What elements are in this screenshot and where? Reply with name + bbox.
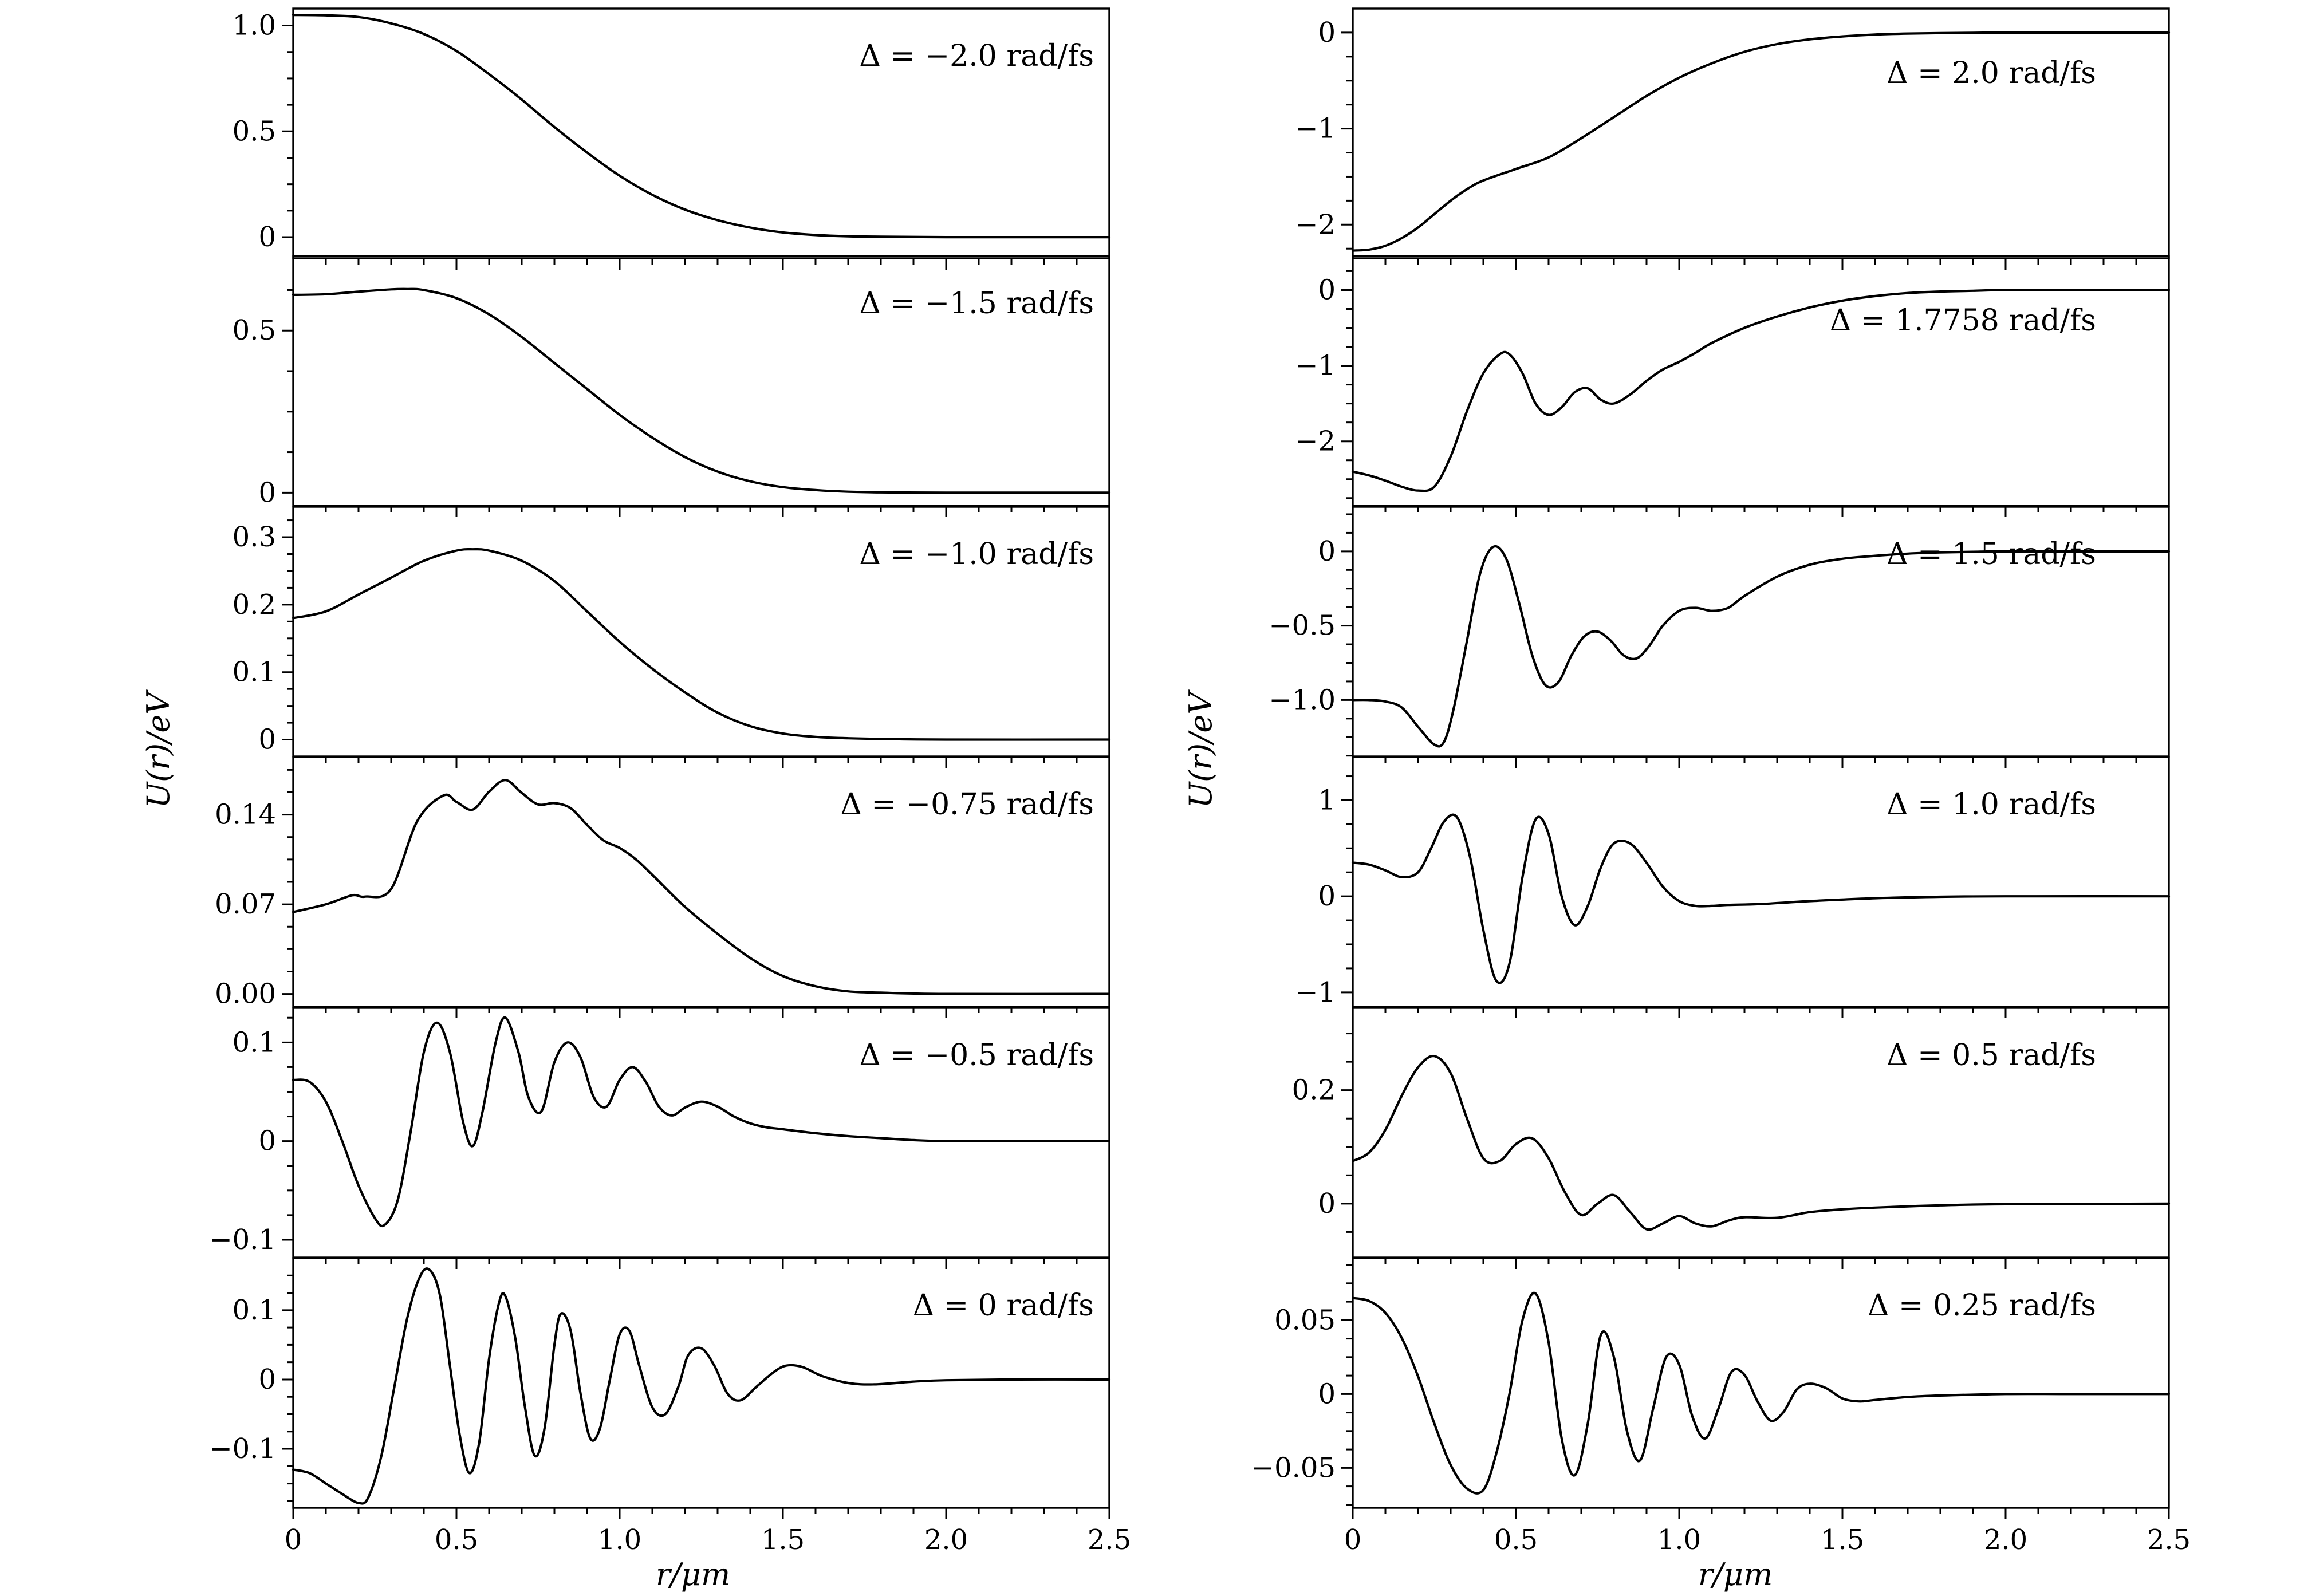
plot-frame [1352, 7, 2170, 259]
panel-grid: 0 0.5 1.0 Δ = −2.0 rad/fs 0 0.5 Δ = −1.5 rad/f… [209, 7, 2191, 1556]
series-line [292, 547, 1111, 741]
x-tick-label: 0 [285, 1524, 302, 1556]
x-tick-label: 1.0 [598, 1524, 641, 1556]
x-tick-label: 0.5 [1494, 1524, 1538, 1556]
y-tick-label: −2 [1295, 208, 1336, 241]
x-tick-label: 1.5 [1821, 1524, 1864, 1556]
series-line [1351, 31, 2171, 252]
panel-left-5: −0.1 0 0.1 Δ = −0.5 rad/fs [209, 1007, 1111, 1269]
y-tick-label: −0.1 [209, 1224, 276, 1256]
series-line [292, 287, 1111, 494]
panel-right-3: −1.0 −0.5 0 Δ = 1.5 rad/fs [1269, 506, 2171, 768]
y-tick-label: 0 [1318, 1188, 1336, 1220]
panel-left-1: 0 0.5 1.0 Δ = −2.0 rad/fs [233, 7, 1111, 270]
left-y-axis-title: U(r)/eV [140, 689, 176, 809]
y-tick-label: 0.05 [1274, 1304, 1336, 1336]
y-tick-label: 0 [1318, 17, 1336, 49]
x-tick-label: 2.5 [1088, 1524, 1131, 1556]
y-tick-label: 0 [1318, 1378, 1336, 1410]
y-tick-label: 0.2 [1292, 1074, 1336, 1106]
right-x-axis-title: r/μm [1698, 1556, 1773, 1593]
y-tick-label: 0.00 [215, 978, 276, 1010]
series-line [292, 1016, 1111, 1228]
y-tick-label: −1 [1295, 976, 1336, 1008]
detuning-annotation: Δ = 0.25 rad/fs [1868, 1288, 2096, 1323]
panel-left-6: −0.1 0 0.1 0 0.5 1.0 1.5 2.0 2.5 Δ = 0 rad/fs [209, 1257, 1131, 1556]
left-x-axis-title: r/μm [656, 1556, 730, 1593]
y-tick-label: −1 [1295, 350, 1336, 382]
detuning-annotation: Δ = 2.0 rad/fs [1887, 56, 2096, 90]
plot-frame [292, 7, 1110, 259]
plot-frame [1352, 1257, 2170, 1509]
right-y-axis-title: U(r)/eV [1183, 689, 1219, 809]
y-tick-label: 0 [258, 221, 276, 253]
y-tick-label: 0.14 [215, 799, 276, 831]
y-tick-label: −0.1 [209, 1433, 276, 1465]
x-tick-label: 2.0 [1984, 1524, 2027, 1556]
x-tick-label: 1.0 [1657, 1524, 1701, 1556]
y-tick-label: −0.5 [1269, 610, 1336, 642]
series-line [1351, 1291, 2171, 1495]
series-line [1351, 1055, 2171, 1231]
y-tick-label: 0 [258, 1364, 276, 1396]
x-tick-label: 0 [1344, 1524, 1362, 1556]
y-tick-label: −1 [1295, 113, 1336, 145]
detuning-annotation: Δ = −1.0 rad/fs [859, 537, 1094, 572]
panel-right-5: 0 0.2 Δ = 0.5 rad/fs [1292, 1007, 2171, 1269]
plot-frame [292, 255, 1110, 507]
detuning-annotation: Δ = −0.75 rad/fs [840, 787, 1094, 822]
detuning-annotation: Δ = −1.5 rad/fs [859, 286, 1094, 321]
series-line [1351, 289, 2171, 492]
y-tick-label: 0 [258, 724, 276, 756]
series-line [1351, 545, 2171, 748]
panel-right-1: −2 −1 0 Δ = 2.0 rad/fs [1295, 7, 2171, 270]
series-line [292, 1267, 1111, 1505]
detuning-annotation: Δ = −0.5 rad/fs [859, 1038, 1094, 1073]
y-tick-label: −1.0 [1269, 684, 1336, 716]
plot-frame [1352, 255, 2170, 507]
panel-left-3: 0 0.1 0.2 0.3 Δ = −1.0 rad/fs [233, 506, 1111, 768]
y-tick-label: −2 [1295, 425, 1336, 458]
y-tick-label: 0 [1318, 880, 1336, 912]
panel-right-4: −1 0 1 Δ = 1.0 rad/fs [1295, 756, 2171, 1018]
y-tick-label: 0.5 [233, 314, 276, 346]
detuning-annotation: Δ = 0 rad/fs [913, 1288, 1094, 1323]
y-tick-label: 0.5 [233, 115, 276, 147]
panel-right-2: −2 −1 0 Δ = 1.7758 rad/fs [1295, 255, 2171, 517]
series-line [292, 14, 1111, 239]
panel-right-6: −0.05 0 0.05 0 0.5 1.0 1.5 2.0 2.5 Δ = 0.25 rad/f… [1251, 1257, 2191, 1556]
series-line [1351, 813, 2171, 984]
detuning-annotation: Δ = 0.5 rad/fs [1887, 1038, 2096, 1073]
x-tick-label: 0.5 [435, 1524, 478, 1556]
detuning-annotation: Δ = 1.7758 rad/fs [1830, 304, 2096, 338]
detuning-annotation: Δ = 1.5 rad/fs [1887, 537, 2096, 572]
y-tick-label: 1 [1318, 784, 1336, 816]
x-tick-label: 2.5 [2147, 1524, 2191, 1556]
y-tick-label: 0 [258, 1125, 276, 1157]
y-tick-label: 1.0 [233, 10, 276, 42]
panel-left-4: 0.00 0.07 0.14 Δ = −0.75 rad/fs [215, 756, 1111, 1018]
y-tick-label: 0 [1318, 535, 1336, 568]
y-tick-label: 0 [258, 476, 276, 509]
y-tick-label: −0.05 [1251, 1452, 1336, 1484]
y-tick-label: 0 [1318, 274, 1336, 306]
y-tick-label: 0.2 [233, 589, 276, 621]
y-tick-label: 0.1 [233, 656, 276, 688]
panel-left-2: 0 0.5 Δ = −1.5 rad/fs [233, 255, 1111, 517]
y-tick-label: 0.3 [233, 521, 276, 553]
detuning-annotation: Δ = 1.0 rad/fs [1887, 787, 2096, 822]
y-tick-label: 0.1 [233, 1026, 276, 1058]
plot-frame [1352, 756, 2170, 1008]
series-line [292, 779, 1111, 995]
detuning-annotation: Δ = −2.0 rad/fs [859, 39, 1094, 73]
x-tick-label: 1.5 [761, 1524, 805, 1556]
plot-frame [292, 1257, 1110, 1509]
y-tick-label: 0.07 [215, 888, 276, 920]
y-tick-label: 0.1 [233, 1294, 276, 1326]
x-tick-label: 2.0 [924, 1524, 968, 1556]
